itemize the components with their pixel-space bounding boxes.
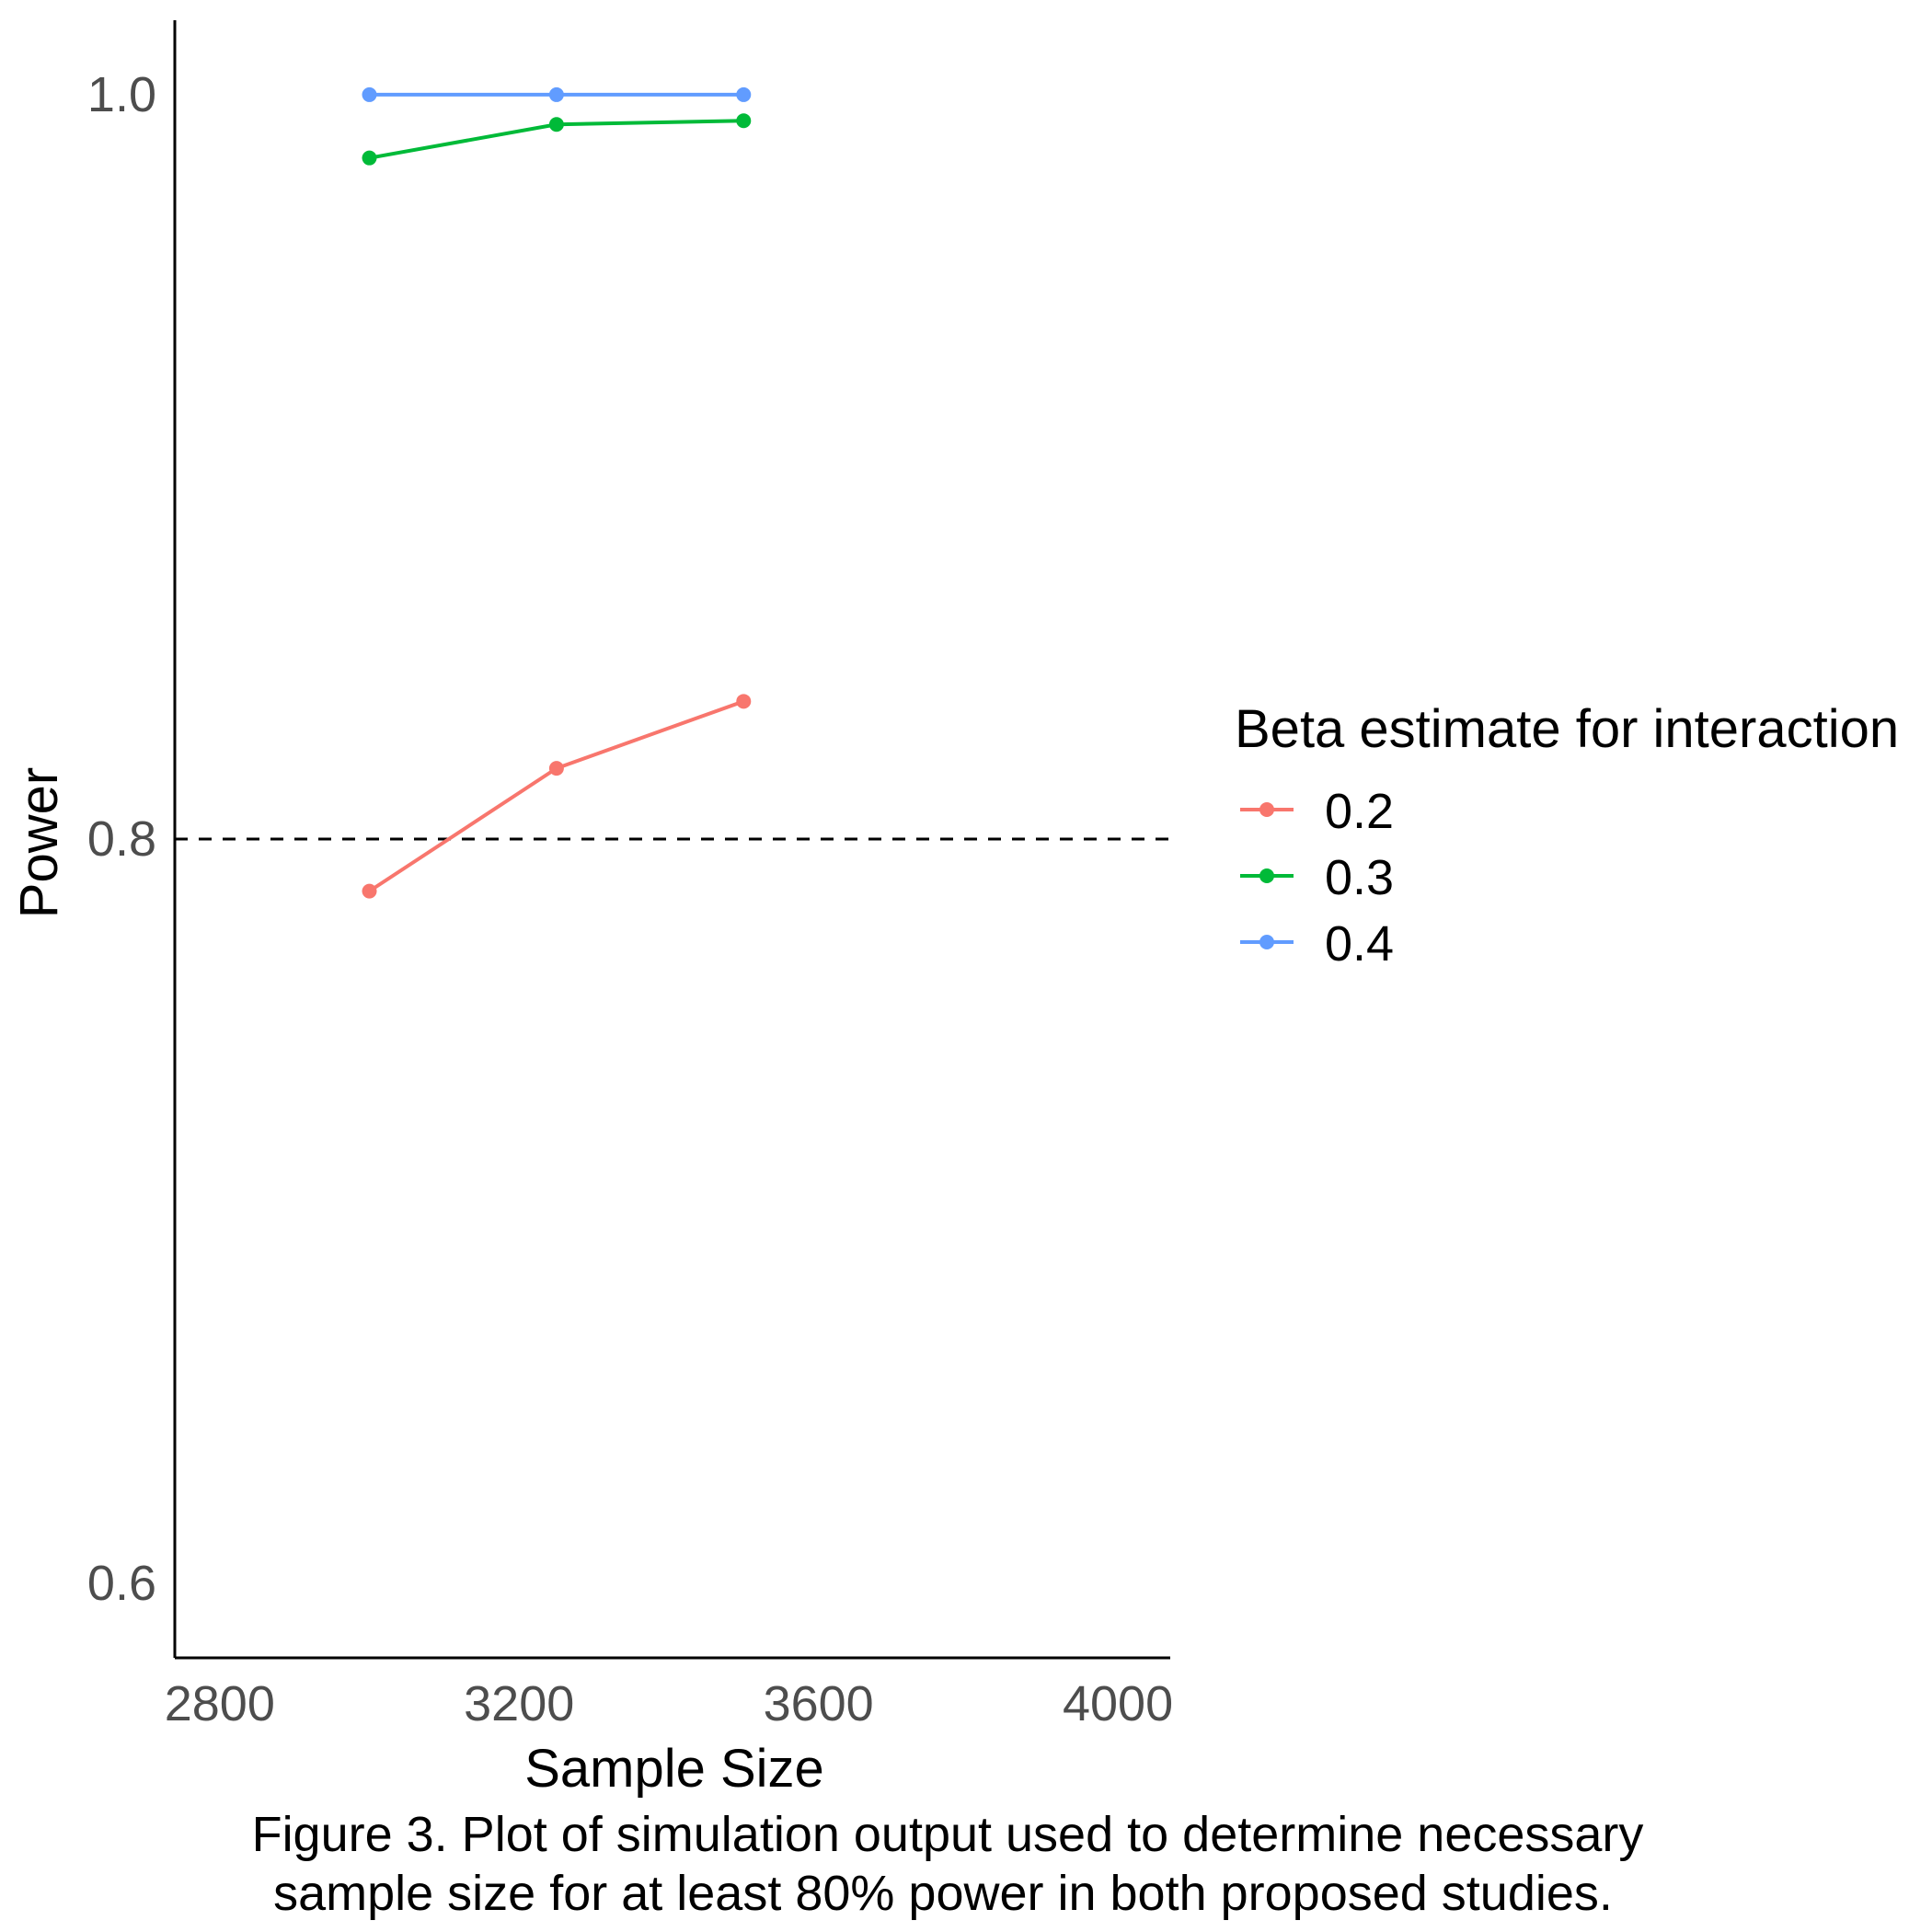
series-0.3 (362, 113, 752, 166)
legend-item-0.2: 0.2 (1240, 784, 1394, 839)
data-point (362, 883, 377, 899)
caption-line-1: Figure 3. Plot of simulation output used… (251, 1807, 1644, 1862)
legend-key-point (1259, 868, 1274, 883)
legend-label: 0.4 (1325, 916, 1394, 972)
series-0.2 (362, 694, 752, 899)
x-axis-ticks: 2800 3200 3600 4000 (165, 1676, 1173, 1731)
legend-label: 0.2 (1325, 784, 1394, 839)
y-tick-label: 1.0 (87, 67, 156, 122)
series-layer (362, 86, 752, 899)
data-point (736, 113, 752, 129)
legend-item-0.4: 0.4 (1240, 916, 1394, 972)
legend-item-0.3: 0.3 (1240, 850, 1394, 905)
series-line (368, 699, 744, 893)
y-axis-title: Power (9, 767, 69, 918)
data-point (548, 117, 564, 132)
data-point (736, 86, 752, 102)
caption-line-2: sample size for at least 80% power in bo… (273, 1866, 1613, 1921)
x-tick-label: 3200 (464, 1676, 574, 1731)
data-point (362, 86, 377, 102)
data-point (362, 150, 377, 166)
figure-caption: Figure 3. Plot of simulation output used… (0, 1805, 1932, 1923)
y-axis-ticks: 0.6 0.8 1.0 (87, 67, 156, 1611)
data-point (736, 694, 752, 709)
legend: Beta estimate for interaction 0.2 0.3 0.4 (1235, 699, 1899, 972)
series-0.4 (362, 86, 752, 102)
legend-key-point (1259, 802, 1274, 817)
x-tick-label: 3600 (764, 1676, 874, 1731)
data-point (548, 86, 564, 102)
x-tick-label: 4000 (1063, 1676, 1173, 1731)
y-tick-label: 0.6 (87, 1556, 156, 1611)
x-axis-title: Sample Size (524, 1739, 824, 1799)
legend-title: Beta estimate for interaction (1235, 699, 1899, 759)
y-tick-label: 0.8 (87, 811, 156, 867)
x-tick-label: 2800 (165, 1676, 275, 1731)
legend-label: 0.3 (1325, 850, 1394, 905)
data-point (548, 761, 564, 776)
legend-key-point (1259, 935, 1274, 949)
